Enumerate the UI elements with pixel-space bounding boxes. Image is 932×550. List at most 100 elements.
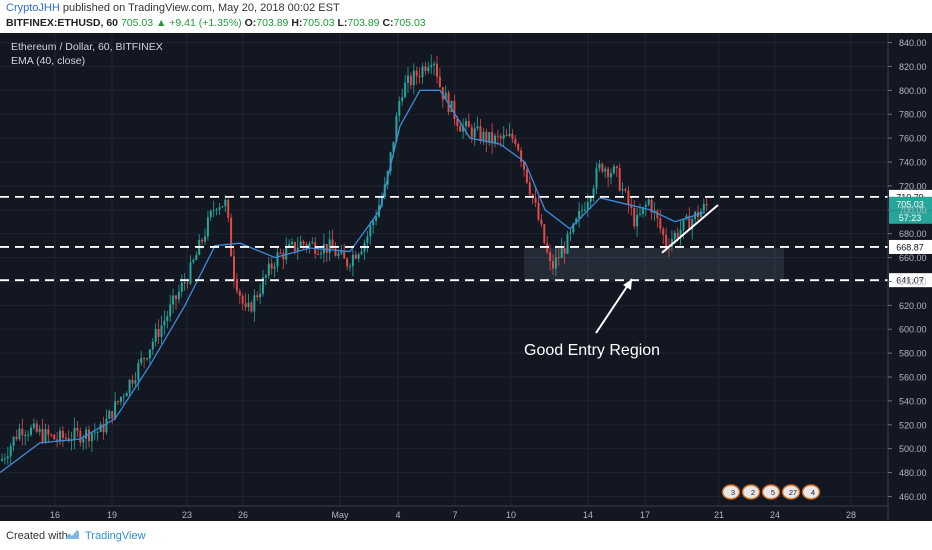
candle-body [154, 328, 157, 342]
indicator-label[interactable]: EMA (40, close) [11, 55, 85, 67]
candle-body [244, 303, 247, 308]
candle-body [688, 215, 691, 230]
candle-body [644, 204, 647, 208]
candle-body [479, 126, 482, 141]
candle-body [691, 219, 694, 230]
close-label: C: [382, 17, 394, 29]
event-markers[interactable]: 3 2 5 27 4 [721, 484, 821, 500]
price-tick-label: 540.00 [899, 396, 927, 406]
candle-body [259, 293, 262, 298]
candle-body [122, 396, 125, 398]
candle-body [90, 433, 93, 442]
candle-body [253, 295, 256, 312]
candle-body [601, 163, 604, 172]
candle-body [534, 197, 537, 203]
candle-body [299, 241, 302, 248]
time-tick-label: 4 [395, 510, 400, 520]
candle-body [499, 136, 502, 139]
candle-body [598, 163, 601, 169]
price-tick-label: 740.00 [899, 158, 927, 168]
tradingview-logo-icon [65, 530, 79, 539]
price-tick-label: 560.00 [899, 373, 927, 383]
time-axis[interactable]: 16 19 23 26 May 4 7 10 14 17 21 24 28 [0, 505, 888, 520]
candle-body [569, 232, 572, 234]
candle-body [64, 437, 67, 439]
price-axis[interactable]: 840.00 820.00 800.00 780.00 760.00 740.00 720.… [887, 33, 927, 521]
candle-body [447, 92, 450, 113]
candle-body [465, 121, 467, 127]
candles-layer [1, 54, 708, 465]
candle-body [665, 235, 668, 247]
countdown-label: 57:23 [899, 213, 922, 223]
candle-body [285, 247, 288, 260]
candle-body [24, 434, 27, 436]
candle-body [1, 459, 3, 461]
event-marker-icon [741, 484, 761, 500]
candle-body [537, 202, 540, 220]
time-tick-label: 19 [107, 510, 117, 520]
candle-body [340, 251, 343, 254]
candle-body [320, 253, 322, 255]
countdown-box [889, 210, 932, 224]
entry-zone [524, 248, 784, 281]
candle-body [554, 257, 557, 269]
candle-body [41, 428, 44, 442]
author-link[interactable]: CryptoJHH [6, 2, 60, 14]
candle-body [572, 223, 575, 233]
candle-body [418, 76, 421, 78]
event-marker-icon [801, 484, 821, 500]
price-tick-label: 640.00 [899, 277, 927, 287]
level-label: 668.87 [896, 242, 924, 252]
candle-body [230, 217, 233, 257]
candle-body [44, 429, 47, 442]
candle-body [552, 261, 554, 269]
candle-body [206, 217, 209, 237]
candle-body [595, 168, 598, 189]
candle-body [35, 423, 38, 432]
high-value: 705.03 [302, 17, 335, 29]
candle-body [273, 266, 276, 269]
time-tick-label: 24 [770, 510, 780, 520]
candle-body [221, 206, 224, 208]
price-tick-label: 660.00 [899, 253, 927, 263]
candle-body [470, 127, 473, 138]
candle-body [630, 204, 633, 208]
candle-body [607, 168, 610, 178]
trend-line[interactable] [661, 204, 719, 254]
candle-body [247, 302, 250, 308]
candle-body [578, 210, 581, 219]
candle-body [610, 173, 612, 178]
price-tick-label: 600.00 [899, 325, 927, 335]
event-count: 4 [811, 488, 815, 497]
price-tick-label: 760.00 [899, 134, 927, 144]
tradingview-link[interactable]: TradingView [85, 530, 146, 542]
candle-body [337, 253, 340, 256]
candle-body [444, 92, 447, 100]
candle-body [647, 199, 650, 205]
price-tick-label: 580.00 [899, 349, 927, 359]
candle-body [650, 199, 653, 213]
candle-body [450, 100, 453, 113]
candle-body [105, 418, 108, 433]
candle-body [615, 166, 618, 169]
candle-body [586, 202, 589, 210]
candle-body [192, 260, 195, 263]
candle-body [38, 428, 41, 432]
candle-body [250, 302, 253, 312]
candle-body [47, 429, 50, 435]
candle-body [424, 66, 427, 72]
candle-body [218, 207, 221, 210]
candle-body [407, 75, 409, 83]
price-tick-label: 780.00 [899, 110, 927, 120]
price-change: ▲ +9.41 (+1.35%) [155, 17, 242, 29]
candle-body [540, 219, 543, 225]
candle-body [433, 63, 436, 66]
candle-body [53, 434, 56, 440]
time-tick-label: 10 [506, 510, 516, 520]
candle-body [183, 282, 186, 284]
candle-body [125, 392, 128, 397]
candle-body [201, 239, 204, 242]
